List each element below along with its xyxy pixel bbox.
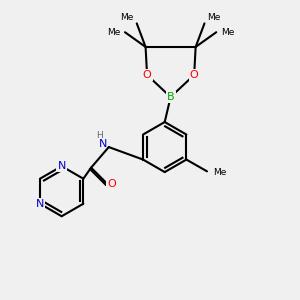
Text: N: N: [36, 199, 44, 209]
Text: Me: Me: [213, 168, 226, 177]
Text: Me: Me: [120, 13, 134, 22]
Text: O: O: [190, 70, 199, 80]
Text: O: O: [143, 70, 152, 80]
Text: Me: Me: [107, 28, 121, 37]
Text: Me: Me: [207, 13, 221, 22]
Text: B: B: [167, 92, 174, 102]
Text: Me: Me: [221, 28, 234, 37]
Text: N: N: [99, 139, 108, 148]
Text: O: O: [107, 179, 116, 189]
Text: H: H: [97, 131, 103, 140]
Text: N: N: [58, 161, 66, 171]
